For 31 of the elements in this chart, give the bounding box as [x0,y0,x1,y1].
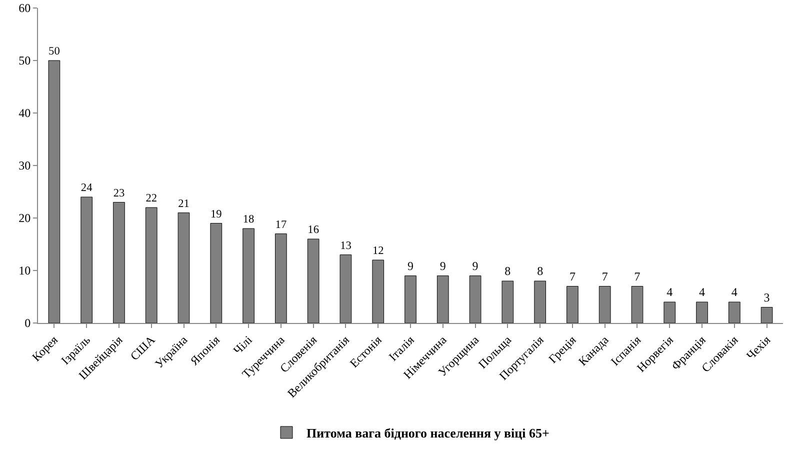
y-tick-label: 0 [24,316,31,330]
data-label: 8 [504,264,511,278]
legend-label: Питома вага бідного населення у віці 65+ [306,426,550,441]
data-label: 23 [113,187,125,200]
data-label: 12 [372,245,384,258]
y-tick-label: 60 [18,1,31,16]
data-label: 19 [210,208,222,220]
data-label: 16 [308,224,320,236]
y-tick-label: 50 [18,54,31,68]
data-label: 9 [440,258,446,273]
data-label: 3 [764,290,770,304]
data-label: 22 [146,192,158,205]
data-label: 24 [80,182,93,194]
data-label: 9 [408,258,414,273]
data-label: 8 [537,264,544,278]
y-tick-label: 40 [18,106,31,120]
y-tick-label: 20 [18,211,31,226]
data-label: 13 [340,240,352,252]
data-label: 4 [699,285,706,299]
y-tick-label: 30 [18,158,31,173]
data-label: 4 [666,285,673,299]
data-label: 7 [634,269,640,284]
data-label: 7 [569,269,576,284]
data-label: 7 [602,269,608,284]
data-label: 9 [472,258,478,273]
data-label: 4 [731,285,738,299]
data-label: 17 [275,218,287,231]
data-label: 50 [48,46,60,58]
data-label: 21 [178,198,190,210]
y-tick-label: 10 [18,264,31,278]
data-label: 18 [242,214,255,226]
